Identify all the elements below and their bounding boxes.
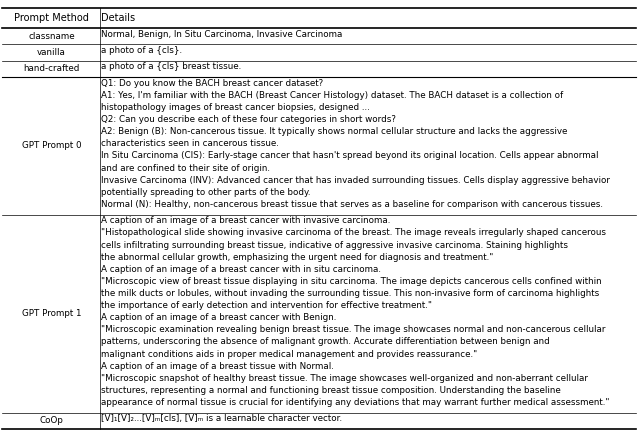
Text: the importance of early detection and intervention for effective treatment.": the importance of early detection and in… [101,301,432,310]
Text: the abnormal cellular growth, emphasizing the urgent need for diagnosis and trea: the abnormal cellular growth, emphasizin… [101,252,493,262]
Text: classname: classname [28,32,75,41]
Text: Prompt Method: Prompt Method [14,13,89,23]
Text: Normal (N): Healthy, non-cancerous breast tissue that serves as a baseline for c: Normal (N): Healthy, non-cancerous breas… [101,200,604,209]
Text: patterns, underscoring the absence of malignant growth. Accurate differentiation: patterns, underscoring the absence of ma… [101,337,550,346]
Text: vanilla: vanilla [37,48,66,57]
Text: cells infiltrating surrounding breast tissue, indicative of aggressive invasive : cells infiltrating surrounding breast ti… [101,240,568,249]
Text: A caption of an image of a breast tissue with Normal.: A caption of an image of a breast tissue… [101,362,334,371]
Text: "Microscopic view of breast tissue displaying in situ carcinoma. The image depic: "Microscopic view of breast tissue displ… [101,277,602,286]
Text: A caption of an image of a breast cancer with Benign.: A caption of an image of a breast cancer… [101,313,337,322]
Text: appearance of normal tissue is crucial for identifying any deviations that may w: appearance of normal tissue is crucial f… [101,398,610,407]
Text: Q2: Can you describe each of these four categories in short words?: Q2: Can you describe each of these four … [101,115,396,124]
Text: A2: Benign (B): Non-cancerous tissue. It typically shows normal cellular structu: A2: Benign (B): Non-cancerous tissue. It… [101,127,568,136]
Text: characteristics seen in cancerous tissue.: characteristics seen in cancerous tissue… [101,139,279,149]
Text: Normal, Benign, In Situ Carcinoma, Invasive Carcinoma: Normal, Benign, In Situ Carcinoma, Invas… [101,29,342,39]
Text: "Microscopic snapshot of healthy breast tissue. The image showcases well-organiz: "Microscopic snapshot of healthy breast … [101,374,588,383]
Text: a photo of a {cls}.: a photo of a {cls}. [101,46,182,55]
Text: a photo of a {cls} breast tissue.: a photo of a {cls} breast tissue. [101,62,241,71]
Text: histopathology images of breast cancer biopsies, designed ...: histopathology images of breast cancer b… [101,103,370,112]
Text: [V]₁[V]₂...[V]ₘ[cls], [V]ₘ is a learnable character vector.: [V]₁[V]₂...[V]ₘ[cls], [V]ₘ is a learnabl… [101,414,342,423]
Text: A caption of an image of a breast cancer with in situ carcinoma.: A caption of an image of a breast cancer… [101,265,381,274]
Text: A caption of an image of a breast cancer with invasive carcinoma.: A caption of an image of a breast cancer… [101,216,390,225]
Text: potentially spreading to other parts of the body.: potentially spreading to other parts of … [101,188,310,197]
Text: CoOp: CoOp [40,416,63,425]
Text: In Situ Carcinoma (CIS): Early-stage cancer that hasn't spread beyond its origin: In Situ Carcinoma (CIS): Early-stage can… [101,152,598,161]
Text: Details: Details [101,13,135,23]
Text: "Histopathological slide showing invasive carcinoma of the breast. The image rev: "Histopathological slide showing invasiv… [101,228,606,237]
Text: and are confined to their site of origin.: and are confined to their site of origin… [101,164,270,173]
Text: structures, representing a normal and functioning breast tissue composition. Und: structures, representing a normal and fu… [101,386,561,395]
Text: the milk ducts or lobules, without invading the surrounding tissue. This non-inv: the milk ducts or lobules, without invad… [101,289,600,298]
Text: GPT Prompt 0: GPT Prompt 0 [22,141,81,150]
Text: Q1: Do you know the BACH breast cancer dataset?: Q1: Do you know the BACH breast cancer d… [101,79,323,88]
Text: hand-crafted: hand-crafted [24,65,80,74]
Text: Invasive Carcinoma (INV): Advanced cancer that has invaded surrounding tissues. : Invasive Carcinoma (INV): Advanced cance… [101,176,610,185]
Text: A1: Yes, I'm familiar with the BACH (Breast Cancer Histology) dataset. The BACH : A1: Yes, I'm familiar with the BACH (Bre… [101,91,563,100]
Text: "Microscopic examination revealing benign breast tissue. The image showcases nor: "Microscopic examination revealing benig… [101,325,605,334]
Text: GPT Prompt 1: GPT Prompt 1 [22,309,81,318]
Text: malignant conditions aids in proper medical management and provides reassurance.: malignant conditions aids in proper medi… [101,349,477,359]
